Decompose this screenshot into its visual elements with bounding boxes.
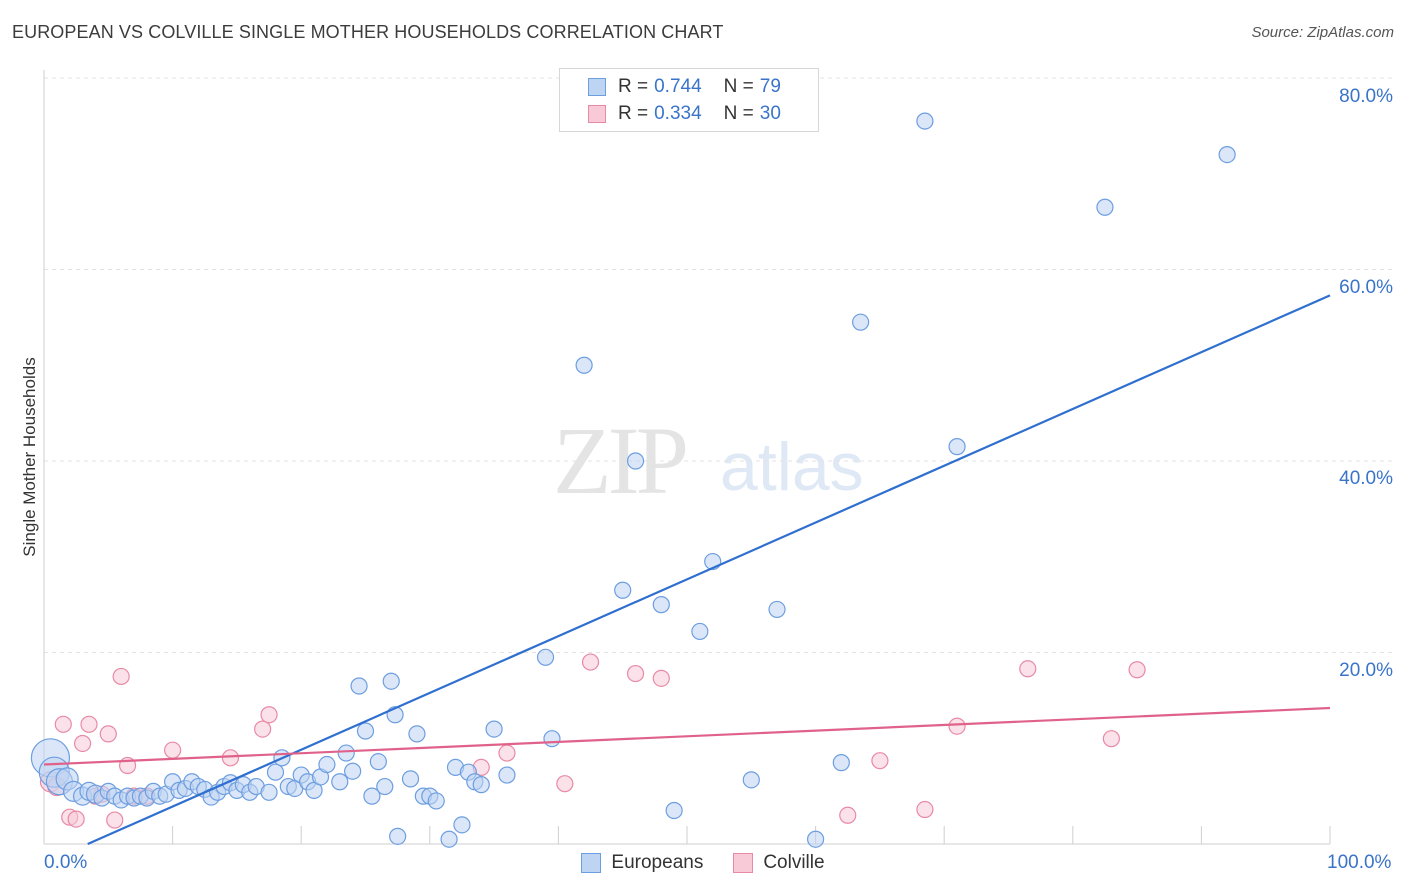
europeans-r-label: R = [618, 76, 649, 97]
colville-point [498, 744, 516, 762]
europeans-point [440, 830, 458, 848]
correlation-legend: R = 0.744 N = 79 R = 0.334 N = 30 [559, 68, 819, 132]
europeans-legend-label: Europeans [611, 852, 704, 873]
colville-point [67, 810, 85, 828]
colville-point [626, 664, 645, 683]
x-tick-left: 0.0% [44, 852, 88, 873]
colville-r-value: 0.334 [654, 103, 702, 124]
europeans-point [575, 356, 593, 374]
europeans-point [318, 755, 336, 774]
europeans-legend-swatch [581, 853, 602, 873]
colville-point [916, 800, 934, 819]
watermark-atlas: atlas [720, 429, 864, 505]
europeans-point [485, 720, 503, 738]
europeans-point [1218, 146, 1236, 164]
colville-swatch [588, 105, 606, 123]
axes [43, 70, 1331, 845]
europeans-point [806, 830, 825, 848]
colville-point [106, 811, 124, 829]
colville-r-label: R = [618, 103, 649, 124]
europeans-point [472, 776, 490, 794]
y-tick-20: 20.0% [1339, 660, 1393, 681]
legend-item-colville[interactable]: Colville [733, 852, 825, 874]
colville-point [871, 752, 889, 770]
europeans-point [427, 792, 445, 810]
europeans-point [768, 600, 786, 619]
europeans-point [344, 762, 362, 780]
europeans-point [626, 452, 645, 470]
source-label: Source: ZipAtlas.com [1251, 24, 1394, 41]
europeans-point [1096, 198, 1114, 216]
chart-title: EUROPEAN VS COLVILLE SINGLE MOTHER HOUSE… [12, 22, 724, 42]
colville-point [254, 720, 272, 738]
colville-legend-label: Colville [763, 852, 825, 873]
europeans-n-value: 79 [759, 76, 781, 97]
europeans-point [260, 783, 278, 801]
europeans-trend-line [87, 294, 1331, 846]
colville-point [80, 715, 98, 733]
europeans-point [337, 744, 355, 762]
colville-n-label: N = [723, 103, 754, 124]
colville-point [99, 725, 117, 743]
colville-trend-line [43, 706, 1331, 766]
colville-point [54, 715, 72, 733]
colville-point [1019, 660, 1037, 678]
colville-point [839, 806, 857, 824]
colville-point [581, 653, 600, 671]
x-tick-right: 100.0% [1327, 852, 1392, 873]
europeans-point [614, 581, 632, 599]
europeans-point [356, 722, 375, 740]
europeans-point [382, 672, 400, 690]
colville-point [260, 706, 278, 724]
europeans-point [852, 313, 870, 331]
colville-point [164, 741, 182, 759]
europeans-point [369, 753, 387, 771]
europeans-swatch [588, 78, 606, 96]
y-tick-40: 40.0% [1339, 468, 1393, 489]
colville-point [221, 749, 240, 767]
europeans-r-value: 0.744 [654, 76, 702, 97]
legend-row-colville: R = 0.334 N = 30 [588, 102, 781, 126]
europeans-n-label: N = [723, 76, 754, 97]
colville-point [73, 734, 92, 753]
europeans-point [266, 763, 285, 781]
europeans-point [665, 801, 683, 820]
europeans-point [376, 777, 394, 796]
europeans-points [30, 112, 1236, 848]
europeans-point [350, 677, 368, 695]
series-legend: Europeans Colville [0, 852, 1406, 874]
colville-point [112, 667, 130, 686]
colville-point [556, 775, 574, 793]
colville-point [1102, 730, 1120, 748]
europeans-point [916, 112, 934, 130]
europeans-point [652, 596, 670, 614]
y-tick-80: 80.0% [1339, 86, 1393, 107]
europeans-point [389, 827, 407, 845]
colville-point [948, 717, 966, 735]
y-tick-60: 60.0% [1339, 277, 1393, 298]
trend-lines [43, 294, 1331, 846]
colville-point [652, 669, 670, 687]
legend-row-europeans: R = 0.744 N = 79 [588, 75, 781, 99]
europeans-point [536, 648, 555, 666]
colville-n-value: 30 [759, 103, 781, 124]
europeans-point [498, 766, 516, 784]
europeans-point [742, 771, 760, 789]
legend-item-europeans[interactable]: Europeans [581, 852, 703, 874]
colville-point [1128, 661, 1146, 679]
europeans-point [453, 816, 471, 834]
europeans-point [331, 773, 349, 791]
europeans-point [832, 754, 850, 772]
europeans-point [543, 730, 561, 748]
europeans-point [401, 770, 420, 788]
europeans-point [691, 622, 709, 641]
europeans-point [363, 787, 381, 805]
europeans-point [408, 725, 426, 743]
europeans-point [948, 438, 966, 456]
colville-legend-swatch [733, 853, 754, 873]
